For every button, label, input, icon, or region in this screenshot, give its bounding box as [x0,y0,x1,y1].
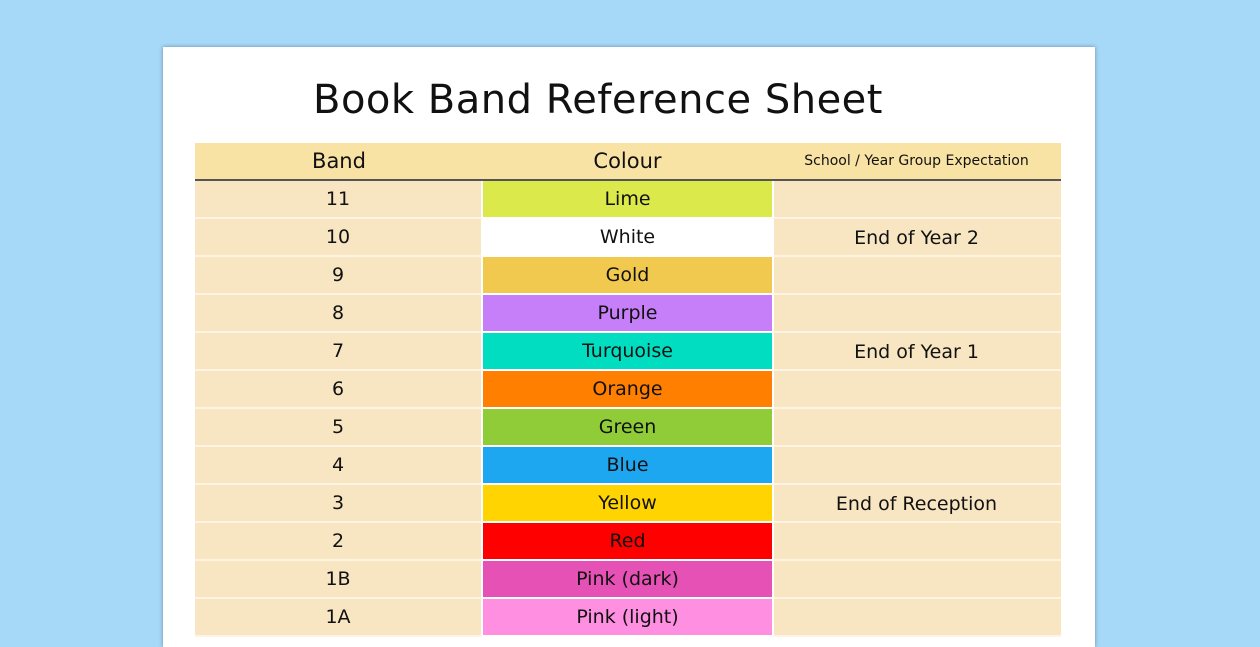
band-number: 11 [195,181,483,219]
expectation-cell [772,257,1061,295]
band-number: 5 [195,409,483,447]
expectation-cell [772,485,1061,523]
band-number: 1A [195,599,483,637]
band-number: 4 [195,447,483,485]
reference-sheet: Book Band Reference Sheet Band Colour Sc… [163,47,1095,647]
colour-swatch: Pink (light) [483,599,772,637]
colour-swatch: Orange [483,371,772,409]
band-number: 2 [195,523,483,561]
band-number: 9 [195,257,483,295]
colour-swatch: Red [483,523,772,561]
colour-swatch: Blue [483,447,772,485]
expectation-cell [772,523,1061,561]
expectation-cell [772,409,1061,447]
colour-swatch: Pink (dark) [483,561,772,599]
expectation-cell [772,181,1061,219]
header-band: Band [195,143,483,181]
band-number: 10 [195,219,483,257]
expectation-cell [772,371,1061,409]
colour-swatch: Green [483,409,772,447]
expectation-label: End of Year 2 [854,227,979,249]
header-colour: Colour [483,143,772,181]
expectation-cell [772,295,1061,333]
colour-swatch: Turquoise [483,333,772,371]
colour-swatch: Lime [483,181,772,219]
colour-swatch: Purple [483,295,772,333]
expectation-cell [772,219,1061,257]
band-number: 6 [195,371,483,409]
band-number: 7 [195,333,483,371]
band-number: 3 [195,485,483,523]
expectation-cell [772,333,1061,371]
expectation-cell [772,561,1061,599]
book-band-table: Band Colour School / Year Group Expectat… [195,143,1061,637]
band-number: 8 [195,295,483,333]
band-number: 1B [195,561,483,599]
expectation-cell [772,447,1061,485]
expectation-cell [772,599,1061,637]
expectation-label: End of Year 1 [854,341,979,363]
colour-swatch: Yellow [483,485,772,523]
colour-swatch: White [483,219,772,257]
expectation-label: End of Reception [835,493,998,515]
page-title: Book Band Reference Sheet [313,77,883,123]
header-expectation: School / Year Group Expectation [772,143,1061,181]
colour-swatch: Gold [483,257,772,295]
